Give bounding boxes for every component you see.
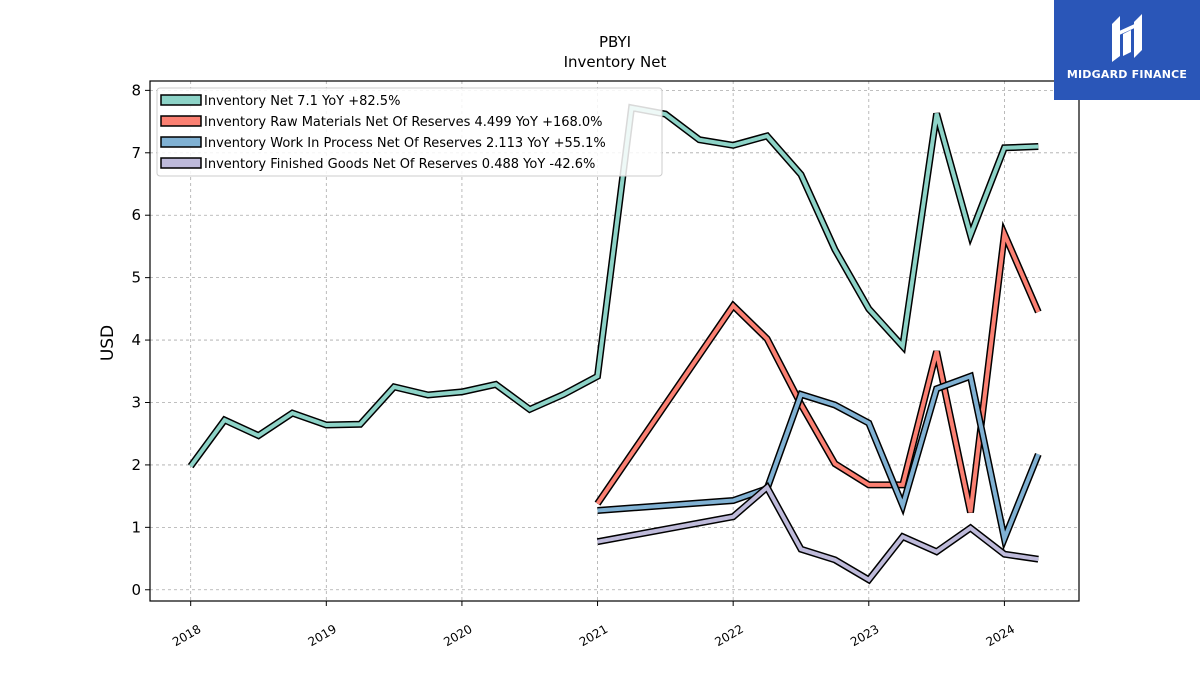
y-tick-label: 8: [131, 81, 141, 99]
x-tick-label: 2020: [441, 622, 474, 649]
series-line: [189, 105, 1039, 468]
legend: Inventory Net 7.1 YoY +82.5% Inventory Ra…: [156, 87, 663, 177]
y-axis: 0 1 2 3 4 5 6 7 8: [131, 81, 150, 599]
midgard-logo-icon: [1112, 14, 1142, 62]
y-tick-label: 0: [131, 581, 141, 599]
x-tick-label: 2023: [848, 622, 881, 649]
legend-swatch: [160, 136, 202, 148]
brand-logo: MIDGARD FINANCE: [1054, 0, 1200, 100]
y-tick-label: 1: [131, 518, 141, 536]
y-tick-label: 3: [131, 393, 141, 411]
legend-entry: Inventory Work In Process Net Of Reserve…: [204, 136, 606, 151]
y-tick-label: 6: [131, 206, 141, 224]
legend-entry: Inventory Net 7.1 YoY +82.5%: [204, 94, 400, 109]
y-tick-label: 2: [131, 456, 141, 474]
x-tick-label: 2022: [712, 622, 745, 649]
legend-swatch: [160, 157, 202, 169]
brand-name: MIDGARD FINANCE: [1066, 68, 1188, 81]
x-tick-label: 2018: [170, 622, 203, 649]
x-tick-label: 2024: [984, 622, 1017, 649]
chart-subtitle: Inventory Net: [564, 53, 667, 71]
x-axis: 2018 2019 2020 2021 2022 2023 2024: [170, 601, 1017, 649]
legend-box: [156, 87, 663, 177]
series-line: [597, 484, 1039, 583]
legend-swatch: [160, 115, 202, 127]
x-tick-label: 2019: [306, 622, 339, 649]
series-layer: [187, 103, 1042, 585]
chart-title: PBYI: [599, 33, 631, 51]
plot-frame: [149, 80, 1080, 602]
y-axis-label: USD: [98, 325, 118, 361]
legend-swatch: [160, 94, 202, 106]
y-tick-label: 7: [131, 144, 141, 162]
series-4: [596, 481, 1039, 585]
legend-entry: Inventory Finished Goods Net Of Reserves…: [204, 157, 595, 172]
x-tick-label: 2021: [577, 622, 610, 649]
y-tick-label: 4: [131, 331, 141, 349]
legend-entry: Inventory Raw Materials Net Of Reserves …: [204, 115, 603, 130]
series-3: [597, 371, 1042, 551]
series-1: [187, 103, 1039, 469]
y-tick-label: 5: [131, 269, 141, 287]
